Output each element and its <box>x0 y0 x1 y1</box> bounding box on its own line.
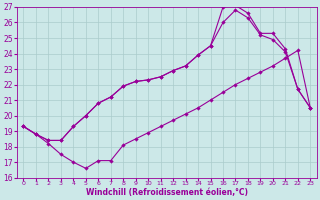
X-axis label: Windchill (Refroidissement éolien,°C): Windchill (Refroidissement éolien,°C) <box>86 188 248 197</box>
